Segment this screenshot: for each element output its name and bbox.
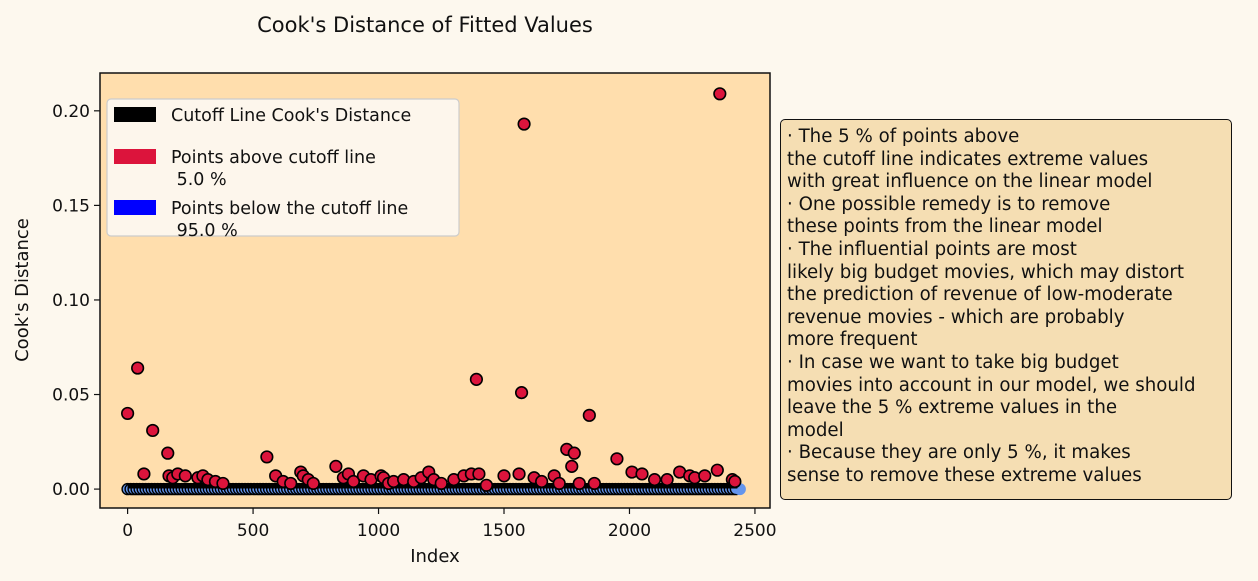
point-above-cutoff xyxy=(698,469,712,483)
x-tick-label: 2000 xyxy=(608,521,651,541)
point-above-cutoff xyxy=(137,467,151,481)
legend-label: Points below the cutoff line xyxy=(171,199,408,219)
notes-line: · One possible remedy is to remove xyxy=(787,193,1111,215)
y-tick-label: 0.10 xyxy=(52,291,90,311)
point-above-cutoff xyxy=(512,467,526,481)
legend-label: Cutoff Line Cook's Distance xyxy=(171,106,411,126)
x-tick-label: 1500 xyxy=(482,521,525,541)
y-axis: 0.00 0.05 0.10 0.15 0.20 xyxy=(52,102,100,500)
y-tick-label: 0.00 xyxy=(52,480,90,500)
point-above-cutoff xyxy=(713,87,727,101)
point-above-cutoff xyxy=(635,467,649,481)
y-tick-label: 0.05 xyxy=(52,386,90,406)
point-above-cutoff xyxy=(131,361,145,375)
point-above-cutoff xyxy=(434,476,448,491)
x-tick-label: 0 xyxy=(122,521,133,541)
point-above-cutoff xyxy=(146,423,160,438)
notes-line: sense to remove these extreme values xyxy=(787,464,1142,486)
point-above-cutoff xyxy=(161,446,175,460)
point-above-cutoff xyxy=(514,386,529,400)
point-above-cutoff xyxy=(728,474,742,489)
point-above-cutoff xyxy=(121,406,135,421)
notes-line: leave the 5 % extreme values in the xyxy=(787,397,1118,419)
point-above-cutoff xyxy=(517,117,531,131)
notes-line: likely big budget movies, which may dist… xyxy=(787,261,1184,283)
plot-frame xyxy=(99,72,771,509)
notes-line: movies into account in our model, we sho… xyxy=(787,374,1196,396)
legend-swatch xyxy=(114,107,156,122)
notes-line: with great influence on the linear model xyxy=(787,171,1153,193)
point-above-cutoff xyxy=(647,473,662,487)
legend-label: 95.0 % xyxy=(171,221,238,241)
point-above-cutoff xyxy=(660,473,674,487)
y-axis-label: Cook's Distance xyxy=(12,218,33,362)
notes-line: · In case we want to take big budget xyxy=(787,351,1119,373)
legend-label: Points above cutoff line xyxy=(171,148,376,168)
notes-line: · The 5 % of points above xyxy=(787,126,1020,147)
notes-box: · The 5 % of points above the cutoff line… xyxy=(780,119,1232,500)
legend-swatch xyxy=(114,149,156,164)
points-layer xyxy=(121,87,746,496)
point-above-cutoff xyxy=(216,476,230,491)
point-above-cutoff xyxy=(610,452,624,466)
point-above-cutoff xyxy=(469,372,484,386)
point-above-cutoff xyxy=(710,463,724,477)
point-above-cutoff xyxy=(306,476,320,491)
point-above-cutoff xyxy=(346,474,361,489)
notes-line: revenue movies - which are probably xyxy=(787,306,1125,328)
point-above-cutoff xyxy=(178,469,192,483)
notes-line: · The influential points are most xyxy=(787,238,1077,260)
point-above-cutoff xyxy=(587,476,601,491)
point-above-cutoff xyxy=(552,476,566,491)
point-above-cutoff xyxy=(329,459,343,473)
y-tick-label: 0.15 xyxy=(52,196,90,216)
notes-line: more frequent xyxy=(787,329,918,351)
notes-line: model xyxy=(787,419,844,441)
x-tick-label: 1000 xyxy=(357,521,400,541)
x-axis-label: Index xyxy=(410,546,460,567)
x-tick-label: 500 xyxy=(237,521,269,541)
legend-box xyxy=(106,98,460,237)
notes-line: the cutoff line indicates extreme values xyxy=(787,148,1149,170)
chart-title: Cook's Distance of Fitted Values xyxy=(257,13,593,37)
notes-line: these points from the linear model xyxy=(787,216,1103,238)
point-above-cutoff xyxy=(472,467,486,481)
point-above-cutoff xyxy=(479,478,494,492)
x-tick-label: 2500 xyxy=(733,521,776,541)
point-above-cutoff xyxy=(284,476,298,491)
legend-label: 5.0 % xyxy=(171,170,227,190)
legend: Cutoff Line Cook's Distance Points above … xyxy=(106,98,460,241)
notes-line: the prediction of revenue of low-moderat… xyxy=(787,284,1173,306)
point-above-cutoff xyxy=(567,446,581,460)
point-above-cutoff xyxy=(572,476,586,491)
legend-swatch xyxy=(114,200,156,215)
y-tick-label: 0.20 xyxy=(52,102,90,122)
point-above-cutoff xyxy=(535,474,549,489)
notes-line: · Because they are only 5 %, it makes xyxy=(787,442,1131,464)
point-above-cutoff xyxy=(582,408,596,422)
x-axis: 0 500 1000 1500 2000 2500 xyxy=(122,508,777,541)
point-above-cutoff xyxy=(497,469,511,483)
point-above-cutoff xyxy=(565,459,579,473)
point-above-cutoff xyxy=(260,450,274,464)
